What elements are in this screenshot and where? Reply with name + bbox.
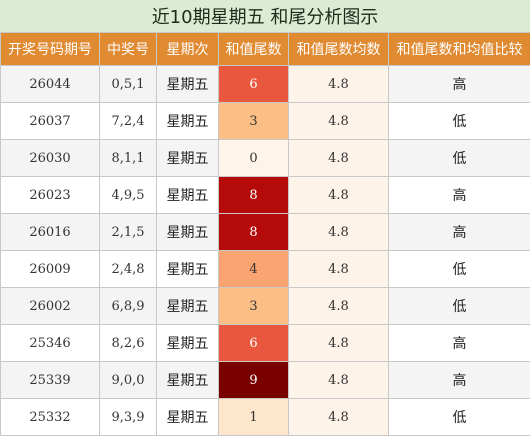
issue-cell: 25332 [1,399,100,436]
column-header-numbers: 中奖号 [100,33,157,66]
compare-cell: 高 [389,177,530,214]
tail-cell: 1 [219,399,289,436]
issue-cell: 26044 [1,66,100,103]
numbers-cell: 9,3,9 [100,399,157,436]
weekday-cell: 星期五 [157,140,219,177]
compare-cell: 高 [389,362,530,399]
issue-cell: 25339 [1,362,100,399]
issue-cell: 26030 [1,140,100,177]
tail-cell: 0 [219,140,289,177]
compare-cell: 低 [389,140,530,177]
tail-cell: 3 [219,288,289,325]
compare-cell: 高 [389,214,530,251]
tail-cell: 8 [219,177,289,214]
compare-cell: 高 [389,325,530,362]
column-header-avg: 和值尾数均数 [289,33,389,66]
numbers-cell: 8,1,1 [100,140,157,177]
tail-cell: 4 [219,251,289,288]
weekday-cell: 星期五 [157,177,219,214]
numbers-cell: 0,5,1 [100,66,157,103]
compare-cell: 低 [389,251,530,288]
issue-cell: 26009 [1,251,100,288]
avg-cell: 4.8 [289,251,389,288]
avg-cell: 4.8 [289,362,389,399]
weekday-cell: 星期五 [157,214,219,251]
compare-cell: 低 [389,399,530,436]
tail-analysis-table: 开奖号码期号 中奖号 星期次 和值尾数 和值尾数均数 和值尾数和均值比较 260… [0,32,530,436]
avg-cell: 4.8 [289,177,389,214]
avg-cell: 4.8 [289,66,389,103]
issue-cell: 26023 [1,177,100,214]
compare-cell: 低 [389,288,530,325]
avg-cell: 4.8 [289,140,389,177]
tail-cell: 8 [219,214,289,251]
column-header-weekday: 星期次 [157,33,219,66]
weekday-cell: 星期五 [157,66,219,103]
numbers-cell: 9,0,0 [100,362,157,399]
numbers-cell: 6,8,9 [100,288,157,325]
weekday-cell: 星期五 [157,288,219,325]
avg-cell: 4.8 [289,288,389,325]
issue-cell: 26037 [1,103,100,140]
avg-cell: 4.8 [289,325,389,362]
issue-cell: 26016 [1,214,100,251]
compare-cell: 低 [389,103,530,140]
column-header-issue: 开奖号码期号 [1,33,100,66]
tail-cell: 6 [219,66,289,103]
table-header-row: 开奖号码期号 中奖号 星期次 和值尾数 和值尾数均数 和值尾数和均值比较 [1,33,530,66]
compare-cell: 高 [389,66,530,103]
numbers-cell: 4,9,5 [100,177,157,214]
avg-cell: 4.8 [289,399,389,436]
tail-cell: 9 [219,362,289,399]
column-header-compare: 和值尾数和均值比较 [389,33,530,66]
weekday-cell: 星期五 [157,325,219,362]
numbers-cell: 8,2,6 [100,325,157,362]
issue-cell: 26002 [1,288,100,325]
avg-cell: 4.8 [289,103,389,140]
weekday-cell: 星期五 [157,399,219,436]
page-title: 近10期星期五 和尾分析图示 [0,0,530,33]
column-header-tail: 和值尾数 [219,33,289,66]
avg-cell: 4.8 [289,214,389,251]
numbers-cell: 2,4,8 [100,251,157,288]
tail-cell: 6 [219,325,289,362]
issue-cell: 25346 [1,325,100,362]
weekday-cell: 星期五 [157,103,219,140]
numbers-cell: 2,1,5 [100,214,157,251]
numbers-cell: 7,2,4 [100,103,157,140]
weekday-cell: 星期五 [157,251,219,288]
weekday-cell: 星期五 [157,362,219,399]
tail-cell: 3 [219,103,289,140]
